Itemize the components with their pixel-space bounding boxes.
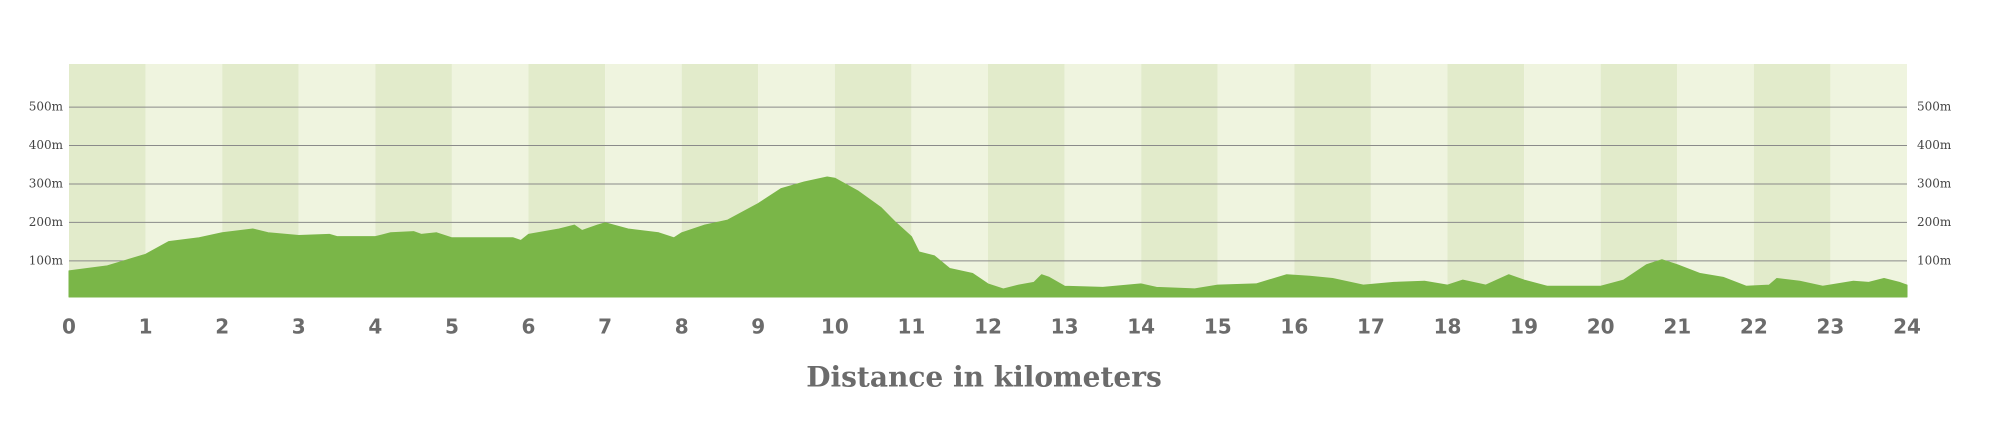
x-axis-title: Distance in kilometers xyxy=(806,361,1162,394)
x-tick-label: 8 xyxy=(675,315,689,339)
band xyxy=(1677,64,1754,297)
x-tick-label: 22 xyxy=(1740,315,1768,339)
band xyxy=(1217,64,1295,297)
band xyxy=(1447,64,1525,297)
band xyxy=(1370,64,1448,297)
y-tick-label-right: 500m xyxy=(1917,100,1952,114)
x-tick-label: 13 xyxy=(1051,315,1079,339)
x-tick-label: 15 xyxy=(1204,315,1232,339)
x-tick-label: 21 xyxy=(1663,315,1691,339)
x-tick-label: 24 xyxy=(1893,315,1921,339)
y-tick-label-right: 300m xyxy=(1917,176,1952,190)
x-tick-label: 12 xyxy=(974,315,1002,339)
x-tick-label: 20 xyxy=(1587,315,1615,339)
y-tick-label-right: 400m xyxy=(1917,138,1952,152)
x-tick-label: 11 xyxy=(897,315,925,339)
band xyxy=(1294,64,1371,297)
x-tick-label: 18 xyxy=(1434,315,1462,339)
x-tick-label: 2 xyxy=(215,315,229,339)
x-tick-label: 6 xyxy=(522,315,536,339)
x-tick-label: 1 xyxy=(139,315,153,339)
y-tick-label: 300m xyxy=(29,176,64,190)
y-tick-label: 400m xyxy=(29,138,64,152)
band xyxy=(1064,64,1142,297)
x-tick-label: 10 xyxy=(821,315,849,339)
y-tick-label: 500m xyxy=(29,100,64,114)
band xyxy=(1753,64,1831,297)
x-tick-label: 5 xyxy=(445,315,459,339)
x-tick-label: 4 xyxy=(368,315,382,339)
elevation-area xyxy=(68,176,1908,298)
y-tick-label: 200m xyxy=(29,215,64,229)
x-tick-label: 23 xyxy=(1816,315,1844,339)
band xyxy=(1830,64,1907,297)
band xyxy=(1141,64,1218,297)
band xyxy=(988,64,1065,297)
x-tick-label: 7 xyxy=(598,315,612,339)
band xyxy=(1524,64,1601,297)
x-tick-label: 9 xyxy=(751,315,765,339)
x-tick-label: 0 xyxy=(62,315,76,339)
x-tick-label: 17 xyxy=(1357,315,1385,339)
x-tick-label: 14 xyxy=(1127,315,1155,339)
x-tick-label: 16 xyxy=(1280,315,1308,339)
y-tick-label-right: 200m xyxy=(1917,215,1952,229)
x-tick-label: 19 xyxy=(1510,315,1538,339)
band xyxy=(1600,64,1678,297)
y-tick-label: 100m xyxy=(29,253,64,267)
x-tick-label: 3 xyxy=(292,315,306,339)
y-tick-label-right: 100m xyxy=(1917,253,1952,267)
